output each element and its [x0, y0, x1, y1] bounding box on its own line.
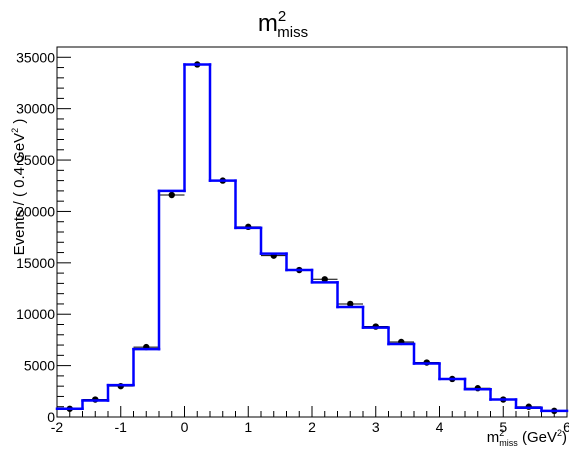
- y-tick-label: 15000: [16, 255, 55, 271]
- x-axis-title-unit-sup: 2: [557, 428, 562, 438]
- y-tick-label: 20000: [16, 203, 55, 219]
- y-tick-label: 10000: [16, 306, 55, 322]
- y-tick-label: 5000: [24, 358, 55, 374]
- x-tick-label: 1: [244, 419, 252, 435]
- data-point: [347, 300, 354, 308]
- y-axis-title-close: ): [11, 119, 28, 128]
- series-layer: [55, 61, 569, 415]
- x-tick-label: 4: [436, 419, 444, 435]
- x-tick-label: -2: [51, 419, 64, 435]
- y-tick-label: 25000: [16, 152, 55, 168]
- x-tick-label: 3: [372, 419, 380, 435]
- x-axis-title-unit: (GeV: [518, 429, 557, 446]
- y-axis-title-sup: 2: [10, 128, 20, 133]
- x-axis-title: m2 miss (GeV2): [487, 428, 567, 448]
- fit-series: [55, 63, 569, 413]
- x-axis-title-base: m: [487, 429, 500, 446]
- y-axis: 0 5000 10000 15000 20000 25000 30000 35000: [16, 46, 71, 425]
- y-tick-label: 30000: [16, 101, 55, 117]
- x-tick-label: -1: [115, 419, 128, 435]
- x-tick-label: 5: [499, 419, 507, 435]
- x-axis: -2 -1 0 1 2 3 4 5 6: [51, 406, 569, 435]
- data-point: [321, 276, 328, 283]
- svg-text:Events / ( 0.4 GeV2 ): Events / ( 0.4 GeV2 ): [10, 119, 28, 256]
- x-axis-title-sup: 2: [499, 428, 504, 438]
- x-tick-label: 6: [563, 419, 569, 435]
- x-axis-title-sub: miss: [499, 438, 518, 448]
- y-tick-label: 0: [47, 409, 55, 425]
- y-axis-title: Events / ( 0.4 GeV2 ): [10, 119, 28, 256]
- y-axis-title-main: Events / ( 0.4 GeV: [11, 133, 28, 256]
- chart-title: m2 miss: [258, 8, 308, 41]
- x-tick-label: 2: [308, 419, 316, 435]
- data-point: [168, 191, 175, 199]
- x-axis-title-unit-close: ): [562, 429, 567, 446]
- y-tick-label: 35000: [16, 49, 55, 65]
- x-tick-label: 0: [181, 419, 189, 435]
